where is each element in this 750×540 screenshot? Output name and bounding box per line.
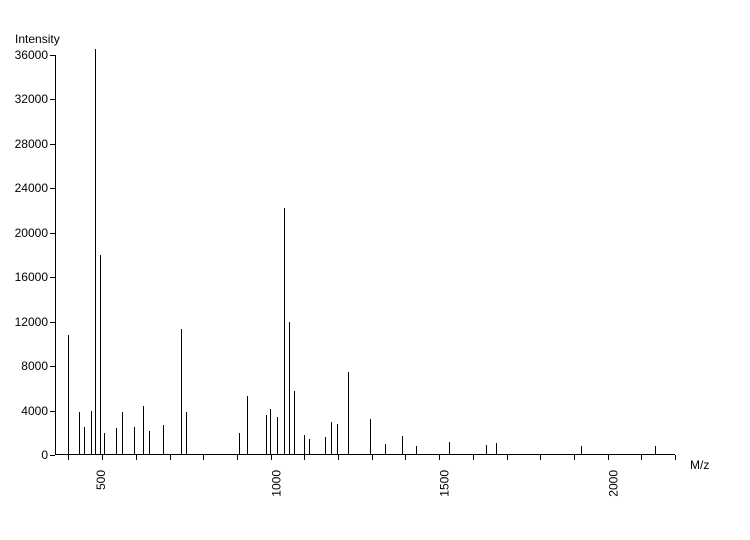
y-tick-mark <box>50 322 55 323</box>
spectrum-peak <box>309 439 310 455</box>
y-tick-label: 0 <box>3 448 48 462</box>
spectrum-peak <box>143 406 144 455</box>
spectrum-peak <box>402 436 403 455</box>
spectrum-peak <box>104 433 105 455</box>
spectrum-peak <box>325 437 326 455</box>
spectrum-peak <box>348 372 349 455</box>
spectrum-peak <box>116 428 117 455</box>
x-tick-label: 1000 <box>270 470 284 497</box>
x-axis-title: M/z <box>690 458 709 472</box>
y-tick-mark <box>50 144 55 145</box>
x-tick-label: 1500 <box>438 470 452 497</box>
x-minor-tick-mark <box>675 455 676 460</box>
spectrum-peak <box>134 427 135 455</box>
x-minor-tick-mark <box>203 455 204 460</box>
x-tick-mark <box>574 455 575 460</box>
plot-area <box>55 55 675 455</box>
x-minor-tick-mark <box>271 455 272 460</box>
spectrum-peak <box>266 415 267 455</box>
chart-container: Intensity M/z 0 4000 8000 12000 16000 20000 24… <box>0 0 750 540</box>
x-tick-mark <box>237 455 238 460</box>
y-tick-label: 20000 <box>3 226 48 240</box>
spectrum-peak <box>294 391 295 455</box>
x-tick-mark <box>405 455 406 460</box>
spectrum-peak <box>68 335 69 455</box>
spectrum-peak <box>370 419 371 455</box>
x-minor-tick-mark <box>102 455 103 460</box>
spectrum-peak <box>247 396 248 455</box>
spectrum-peak <box>385 444 386 455</box>
x-minor-tick-mark <box>540 455 541 460</box>
y-tick-mark <box>50 366 55 367</box>
x-minor-tick-mark <box>304 455 305 460</box>
spectrum-peak <box>239 433 240 455</box>
spectrum-peak <box>100 255 101 455</box>
y-tick-mark <box>50 455 55 456</box>
x-minor-tick-mark <box>641 455 642 460</box>
spectrum-peak <box>95 49 96 455</box>
spectrum-peak <box>270 409 271 455</box>
spectrum-peak <box>84 427 85 455</box>
spectrum-peak <box>331 422 332 455</box>
spectrum-peak <box>91 411 92 455</box>
y-tick-label: 8000 <box>3 359 48 373</box>
spectrum-peak <box>496 443 497 455</box>
spectrum-peak <box>181 329 182 455</box>
spectrum-peak <box>581 446 582 455</box>
y-axis-title: Intensity <box>15 32 60 46</box>
x-minor-tick-mark <box>170 455 171 460</box>
y-tick-label: 24000 <box>3 181 48 195</box>
y-tick-label: 36000 <box>3 48 48 62</box>
x-tick-mark <box>68 455 69 460</box>
spectrum-peak <box>486 445 487 455</box>
spectrum-peak <box>163 425 164 455</box>
spectrum-peak <box>449 442 450 455</box>
spectrum-peak <box>304 435 305 455</box>
spectrum-peak <box>79 412 80 455</box>
spectrum-peak <box>122 412 123 455</box>
y-tick-label: 32000 <box>3 92 48 106</box>
y-tick-mark <box>50 99 55 100</box>
y-tick-label: 16000 <box>3 270 48 284</box>
x-minor-tick-mark <box>473 455 474 460</box>
x-tick-label: 500 <box>95 470 109 490</box>
spectrum-peak <box>655 446 656 455</box>
y-tick-label: 4000 <box>3 404 48 418</box>
spectrum-peak <box>289 322 290 455</box>
x-minor-tick-mark <box>439 455 440 460</box>
x-minor-tick-mark <box>136 455 137 460</box>
x-minor-tick-mark <box>338 455 339 460</box>
y-tick-mark <box>50 411 55 412</box>
x-tick-label: 2000 <box>607 470 621 497</box>
y-tick-mark <box>50 55 55 56</box>
y-tick-label: 12000 <box>3 315 48 329</box>
x-minor-tick-mark <box>372 455 373 460</box>
x-minor-tick-mark <box>608 455 609 460</box>
spectrum-peak <box>337 424 338 455</box>
spectrum-peak <box>277 417 278 455</box>
spectrum-peak <box>416 446 417 455</box>
y-tick-mark <box>50 188 55 189</box>
spectrum-peak <box>186 412 187 455</box>
y-tick-label: 28000 <box>3 137 48 151</box>
y-tick-mark <box>50 233 55 234</box>
spectrum-peak <box>149 431 150 455</box>
y-tick-mark <box>50 277 55 278</box>
spectrum-peak <box>284 208 285 455</box>
x-minor-tick-mark <box>507 455 508 460</box>
